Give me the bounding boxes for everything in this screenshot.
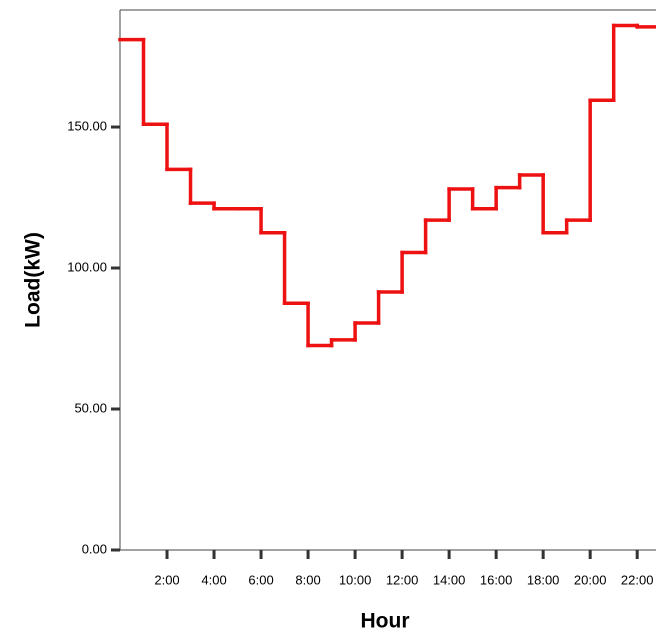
- x-tick-label: 22:00: [621, 572, 654, 587]
- x-axis-title: Hour: [361, 610, 410, 633]
- x-tick-label: 6:00: [248, 572, 273, 587]
- y-tick-label: 150.00: [67, 118, 107, 133]
- y-tick-label: 100.00: [67, 259, 107, 274]
- x-tick-label: 10:00: [339, 572, 372, 587]
- x-tick-label: 20:00: [574, 572, 607, 587]
- x-tick-label: 2:00: [154, 572, 179, 587]
- y-tick-label: 0.00: [82, 541, 107, 556]
- x-tick-label: 4:00: [201, 572, 226, 587]
- x-tick-label: 12:00: [386, 572, 419, 587]
- x-tick-label: 18:00: [527, 572, 560, 587]
- y-axis-title: Load(kW): [22, 232, 45, 328]
- x-tick-label: 8:00: [295, 572, 320, 587]
- x-tick-label: 14:00: [433, 572, 466, 587]
- x-tick-label: 16:00: [480, 572, 513, 587]
- y-tick-label: 50.00: [74, 400, 107, 415]
